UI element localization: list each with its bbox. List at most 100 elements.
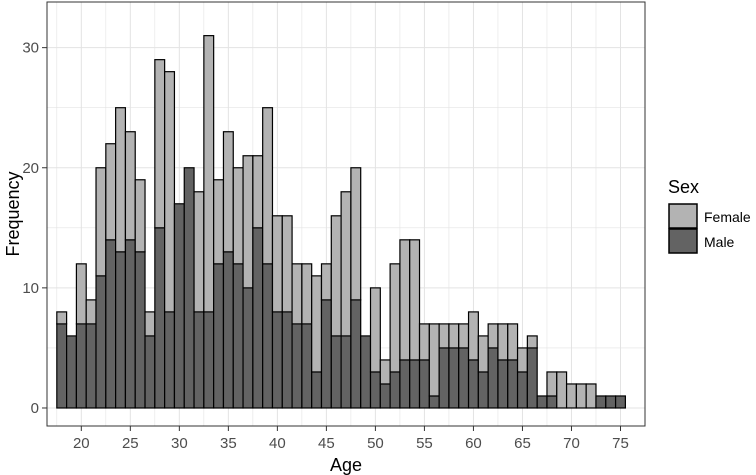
bar-female-age-46 (330, 215, 342, 337)
bar-female-age-26 (134, 179, 146, 253)
bar-male-age-53 (399, 359, 411, 409)
bar-female-age-65 (516, 347, 528, 373)
bar-female-age-66 (526, 335, 538, 349)
bar-female-age-59 (458, 323, 470, 349)
bar-female-age-53 (399, 239, 411, 361)
x-tick-label: 20 (73, 435, 90, 452)
bar-female-age-61 (477, 335, 489, 373)
bar-female-age-25 (124, 131, 136, 241)
bar-male-age-46 (330, 335, 342, 409)
bar-female-age-62 (487, 323, 499, 349)
bar-male-age-49 (360, 335, 372, 409)
x-axis-title: Age (330, 455, 362, 475)
bar-female-age-36 (232, 167, 244, 265)
bar-male-age-48 (350, 299, 362, 409)
bar-male-age-43 (301, 323, 313, 409)
bar-female-age-56 (428, 323, 440, 397)
bar-male-age-60 (467, 359, 479, 409)
bar-male-age-42 (291, 323, 303, 409)
bar-male-age-20 (75, 323, 87, 409)
bar-male-age-64 (507, 359, 519, 409)
bar-male-age-62 (487, 347, 499, 409)
bar-female-age-39 (262, 107, 274, 265)
bar-male-age-74 (605, 395, 617, 409)
bar-female-age-29 (164, 71, 176, 313)
legend-label-female: Female (704, 209, 751, 225)
bar-female-age-55 (418, 323, 430, 361)
bar-male-age-65 (516, 371, 528, 409)
bar-female-age-28 (154, 59, 166, 229)
bar-female-age-33 (203, 35, 215, 313)
bar-female-age-57 (438, 323, 450, 349)
y-axis-title: Frequency (3, 171, 23, 256)
bar-female-age-23 (105, 143, 117, 241)
bar-female-age-72 (585, 383, 597, 409)
bar-male-age-38 (252, 227, 264, 409)
bar-male-age-33 (203, 311, 215, 409)
x-tick-label: 60 (465, 435, 482, 452)
bar-female-age-40 (271, 215, 283, 313)
y-tick-label: 30 (22, 40, 39, 57)
bar-female-age-48 (350, 167, 362, 301)
bar-female-age-41 (281, 215, 293, 313)
bar-female-age-18 (56, 311, 68, 325)
bar-female-age-60 (467, 311, 479, 361)
legend-title: Sex (668, 177, 699, 197)
bar-female-age-24 (115, 107, 127, 253)
x-tick-label: 25 (122, 435, 139, 452)
bar-female-age-63 (497, 323, 509, 361)
bar-male-age-24 (115, 251, 127, 409)
bar-male-age-47 (340, 335, 352, 409)
bar-male-age-51 (379, 383, 391, 409)
bar-male-age-45 (320, 299, 332, 409)
bar-female-age-51 (379, 359, 391, 385)
bar-male-age-30 (173, 203, 185, 409)
bar-male-age-22 (95, 275, 107, 409)
bar-female-age-43 (301, 263, 313, 325)
bar-male-age-75 (614, 395, 626, 409)
bar-male-age-56 (428, 395, 440, 409)
bar-female-age-68 (546, 371, 558, 397)
x-tick-label: 30 (171, 435, 188, 452)
bar-female-age-47 (340, 191, 352, 337)
bar-series (56, 35, 626, 409)
bar-male-age-25 (124, 239, 136, 409)
x-tick-label: 65 (514, 435, 531, 452)
bar-male-age-37 (242, 287, 254, 409)
legend-label-male: Male (704, 234, 735, 250)
bar-male-age-29 (164, 311, 176, 409)
x-tick-label: 40 (269, 435, 286, 452)
bar-male-age-36 (232, 263, 244, 409)
bar-male-age-58 (448, 347, 460, 409)
bar-female-age-70 (565, 383, 577, 409)
x-tick-label: 35 (220, 435, 237, 452)
bar-female-age-27 (144, 311, 156, 337)
bar-female-age-50 (369, 287, 381, 373)
bar-male-age-44 (311, 371, 323, 409)
y-tick-label: 20 (22, 160, 39, 177)
bar-male-age-23 (105, 239, 117, 409)
y-tick-label: 10 (22, 280, 39, 297)
bar-male-age-26 (134, 251, 146, 409)
bar-male-age-39 (262, 263, 274, 409)
bar-male-age-54 (409, 359, 421, 409)
bar-male-age-61 (477, 371, 489, 409)
bar-male-age-63 (497, 359, 509, 409)
bar-female-age-52 (389, 263, 401, 373)
bar-male-age-68 (546, 395, 558, 409)
bar-male-age-57 (438, 347, 450, 409)
x-tick-label: 50 (367, 435, 384, 452)
bar-male-age-52 (389, 371, 401, 409)
bar-male-age-66 (526, 347, 538, 409)
bar-male-age-59 (458, 347, 470, 409)
x-tick-label: 70 (563, 435, 580, 452)
bar-female-age-34 (213, 179, 225, 265)
bar-male-age-34 (213, 263, 225, 409)
bar-male-age-32 (193, 311, 205, 409)
bar-male-age-73 (595, 395, 607, 409)
bar-female-age-69 (556, 371, 568, 409)
x-tick-label: 45 (318, 435, 335, 452)
legend: Sex Female Male (668, 177, 751, 254)
x-tick-label: 75 (612, 435, 629, 452)
